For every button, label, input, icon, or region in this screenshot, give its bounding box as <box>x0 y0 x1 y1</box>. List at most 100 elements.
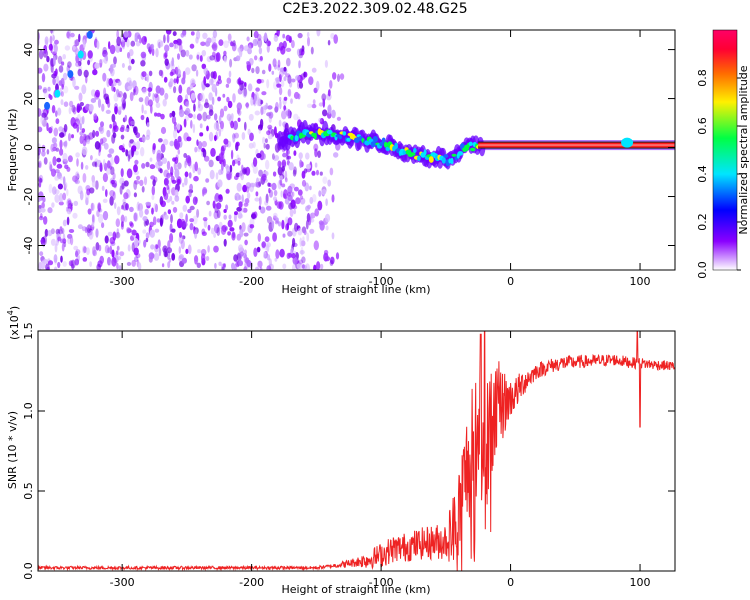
noise-blob <box>75 250 79 258</box>
noise-blob <box>103 142 109 150</box>
noise-blob <box>234 211 238 216</box>
noise-blob <box>121 39 126 50</box>
noise-blob <box>322 98 326 108</box>
noise-blob <box>95 89 100 98</box>
noise-blob <box>319 118 325 125</box>
noise-blob <box>161 70 164 78</box>
noise-blob <box>126 168 133 179</box>
noise-blob <box>117 256 122 260</box>
signal-mark <box>409 152 416 157</box>
noise-blob <box>171 200 175 205</box>
noise-blob <box>38 108 42 117</box>
noise-blob <box>58 126 64 132</box>
noise-blob <box>284 170 288 181</box>
noise-blob <box>287 192 292 197</box>
noise-blob <box>208 210 212 217</box>
noise-blob <box>197 93 203 101</box>
noise-blob <box>121 97 126 104</box>
noise-blob <box>55 228 61 235</box>
noise-blob <box>143 239 147 248</box>
noise-blob <box>310 46 314 55</box>
noise-blob <box>211 42 218 51</box>
noise-blob <box>311 67 317 73</box>
noise-blob <box>172 31 177 37</box>
noise-blob <box>145 134 150 141</box>
noise-blob <box>56 75 59 84</box>
noise-blob <box>85 247 90 256</box>
noise-blob <box>86 188 91 196</box>
noise-blob <box>109 64 114 74</box>
noise-blob <box>75 61 81 67</box>
noise-blob <box>72 212 78 219</box>
noise-blob <box>186 136 192 142</box>
noise-blob <box>174 140 180 150</box>
noise-blob <box>173 86 177 94</box>
noise-blob <box>177 135 182 143</box>
noise-blob <box>283 76 287 82</box>
noise-blob <box>271 70 275 75</box>
noise-blob <box>116 245 120 251</box>
noise-blob <box>265 143 270 150</box>
noise-blob <box>298 81 304 89</box>
noise-blob <box>302 236 305 241</box>
noise-blob <box>129 139 134 144</box>
noise-blob <box>120 223 124 230</box>
y-tick-label: 1.0 <box>22 402 35 420</box>
noise-blob <box>244 82 247 87</box>
noise-blob <box>156 218 161 223</box>
noise-blob <box>150 244 155 250</box>
noise-blob <box>110 156 114 166</box>
noise-blob <box>272 232 277 242</box>
noise-blob <box>319 221 325 231</box>
noise-blob <box>331 194 335 203</box>
noise-blob <box>120 214 125 224</box>
noise-blob <box>277 160 282 168</box>
x-tick-label: -100 <box>369 275 394 288</box>
noise-blob <box>184 67 191 75</box>
noise-blob <box>112 172 116 180</box>
noise-blob <box>194 146 198 153</box>
noise-blob <box>188 113 193 119</box>
signal-mark <box>294 134 299 142</box>
noise-blob <box>171 179 177 184</box>
noise-blob <box>169 78 174 86</box>
y-tick-label: 0.0 <box>22 562 35 580</box>
noise-blob <box>281 183 286 188</box>
noise-blob <box>142 216 148 222</box>
noise-blob <box>136 175 141 181</box>
noise-blob <box>163 214 169 220</box>
colorbar-tick-label: 0.6 <box>696 117 709 135</box>
noise-blob <box>150 104 153 114</box>
noise-blob <box>189 222 194 231</box>
noise-blob <box>179 212 184 219</box>
colorbar-tick-label: 0.8 <box>696 69 709 87</box>
noise-blob <box>166 198 171 203</box>
noise-blob <box>47 207 53 214</box>
noise-blob <box>62 176 66 186</box>
noise-blob <box>142 229 147 234</box>
noise-blob <box>191 64 197 72</box>
noise-blob <box>38 126 43 133</box>
noise-blob <box>255 66 260 75</box>
noise-blob <box>83 246 87 254</box>
noise-blob <box>103 162 108 172</box>
noise-blob <box>146 73 150 83</box>
noise-blob <box>155 244 159 250</box>
noise-blob <box>136 201 140 212</box>
noise-blob <box>303 229 307 236</box>
noise-blob <box>99 138 104 145</box>
noise-blob <box>149 157 153 162</box>
noise-blob <box>236 154 240 160</box>
colorbar-label: Normalized spectral amplitude <box>737 65 750 234</box>
noise-blob <box>63 242 67 248</box>
noise-blob <box>274 257 278 262</box>
noise-blob <box>79 102 85 107</box>
noise-blob <box>102 159 106 168</box>
noise-blob <box>130 120 136 126</box>
noise-blob <box>273 81 278 90</box>
noise-blob <box>275 77 281 84</box>
noise-blob <box>238 260 244 267</box>
noise-blob <box>309 185 312 191</box>
noise-blob <box>38 215 44 221</box>
noise-blob <box>273 212 278 219</box>
